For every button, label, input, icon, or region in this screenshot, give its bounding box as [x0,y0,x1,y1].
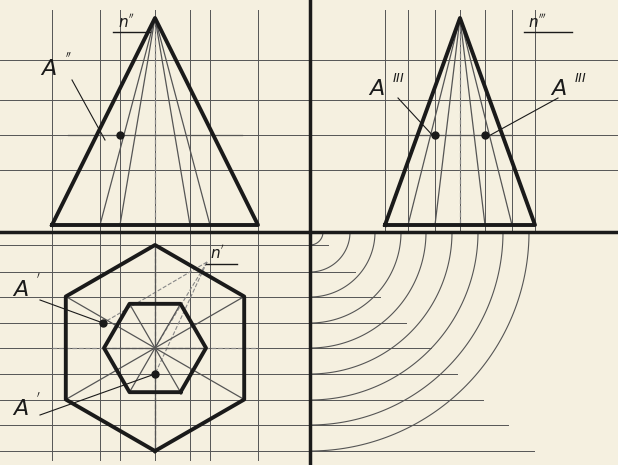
Text: $A$: $A$ [12,399,29,419]
Text: $n$: $n$ [528,15,539,30]
Text: $''$: $''$ [65,51,72,65]
Text: $'$: $'$ [36,272,41,286]
Text: $III$: $III$ [574,72,586,85]
Text: $n$: $n$ [118,15,129,30]
Text: $'''$: $'''$ [538,12,547,25]
Text: $''$: $''$ [128,12,135,25]
Text: $'$: $'$ [36,391,41,405]
Text: $A$: $A$ [40,59,57,79]
Text: $A$: $A$ [12,280,29,300]
Text: $n$: $n$ [210,246,221,261]
Text: $'$: $'$ [220,243,224,256]
Text: $A$: $A$ [550,79,567,99]
Text: $A$: $A$ [368,79,385,99]
Text: $III$: $III$ [392,72,405,85]
